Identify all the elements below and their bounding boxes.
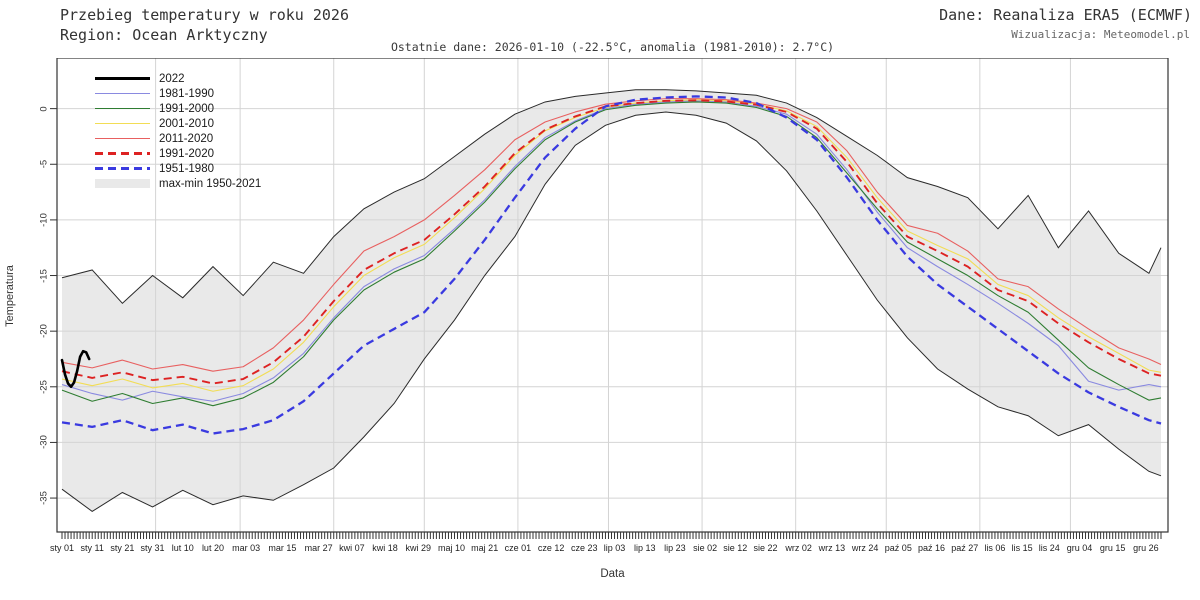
y-tick-label: -35 [38, 491, 50, 505]
x-tick-label: maj 10 [437, 543, 465, 553]
legend-item-2022: 2022 [95, 71, 261, 86]
band-swatch-icon [95, 179, 150, 188]
x-tick-label: lip 13 [633, 543, 656, 553]
legend-label: 2001-2010 [159, 117, 214, 130]
line-swatch-icon [95, 92, 150, 95]
chart-legend: 2022 1981-1990 1991-2000 2001-2010 2011-2020… [95, 71, 261, 191]
last-data-subtitle: Ostatnie dane: 2026-01-10 (-22.5°C, anom… [390, 40, 835, 54]
legend-label: 1991-2000 [159, 102, 214, 115]
region-subtitle: Region: Ocean Arktyczny [60, 26, 268, 44]
x-tick-label: wrz 24 [851, 543, 879, 553]
x-tick-label: cze 12 [537, 543, 565, 553]
x-tick-label: gru 15 [1099, 543, 1126, 553]
legend-item-2011-2020: 2011-2020 [95, 131, 261, 146]
line-swatch-icon [95, 77, 150, 80]
y-tick-label: -5 [38, 160, 50, 169]
line-swatch-icon [95, 152, 150, 155]
y-tick-label: -30 [38, 435, 50, 450]
y-tick-label: -10 [38, 213, 50, 227]
y-tick-label: 0 [38, 105, 50, 112]
x-tick-label: mar 03 [232, 543, 261, 553]
y-axis-title: Temperatura [4, 265, 16, 327]
x-tick-label: maj 21 [471, 543, 499, 553]
plot-area [50, 58, 1169, 539]
legend-item-1951-1980: 1951-1980 [95, 161, 261, 176]
series-line-2022 [60, 349, 91, 389]
legend-label: 1951-1980 [159, 162, 214, 175]
line-swatch-icon [95, 137, 150, 140]
x-tick-label: kwi 29 [405, 543, 432, 553]
x-tick-label: wrz 13 [818, 543, 846, 553]
x-tick-label: mar 15 [268, 543, 297, 553]
x-tick-label: sty 01 [49, 543, 75, 553]
page-title: Przebieg temperatury w roku 2026 [60, 6, 349, 24]
x-tick-label: sie 22 [753, 543, 778, 553]
data-source-label: Dane: Reanaliza ERA5 (ECMWF) [939, 6, 1192, 24]
x-tick-label: cze 23 [571, 543, 598, 553]
series-line-1981-1990 [61, 100, 1162, 402]
plot-frame [56, 58, 1169, 533]
x-tick-label: lut 20 [201, 543, 224, 553]
x-tick-label: wrz 02 [785, 543, 812, 553]
band-lower-edge [61, 111, 1162, 513]
x-tick-label: mar 27 [304, 543, 333, 553]
series-line-1951-1980 [61, 95, 1162, 435]
band-upper-edge [61, 89, 1162, 305]
x-tick-label: paź 27 [951, 543, 979, 553]
legend-label: max-min 1950-2021 [159, 177, 262, 190]
x-tick-label: paź 05 [884, 543, 912, 553]
legend-item-1991-2000: 1991-2000 [95, 101, 261, 116]
legend-label: 2011-2020 [159, 132, 214, 145]
x-tick-label: sty 31 [140, 543, 165, 553]
legend-item-max-min 1950-2021: max-min 1950-2021 [95, 176, 261, 191]
legend-item-1991-2020: 1991-2020 [95, 146, 261, 161]
x-tick-label: lip 03 [603, 543, 626, 553]
line-swatch-icon [95, 167, 150, 170]
line-swatch-icon [95, 122, 150, 125]
x-tick-label: gru 04 [1066, 543, 1093, 553]
legend-label: 1991-2020 [159, 147, 214, 160]
x-axis-title: Data [600, 568, 625, 580]
legend-label: 1981-1990 [159, 87, 214, 100]
y-tick-label: -20 [38, 324, 50, 339]
x-tick-label: gru 26 [1133, 543, 1159, 553]
x-tick-label: lut 10 [171, 543, 194, 553]
x-tick-label: lis 15 [1011, 543, 1033, 553]
line-swatch-icon [95, 107, 150, 110]
series-line-1991-2000 [61, 101, 1162, 407]
x-tick-label: sty 21 [110, 543, 135, 553]
legend-item-2001-2010: 2001-2010 [95, 116, 261, 131]
x-tick-label: paź 16 [918, 543, 946, 553]
x-tick-label: sie 12 [723, 543, 748, 553]
x-tick-label: kwi 18 [372, 543, 398, 553]
x-tick-label: lip 23 [664, 543, 686, 553]
x-tick-label: sty 11 [80, 543, 104, 553]
x-tick-label: sie 02 [693, 543, 718, 553]
y-tick-label: -25 [38, 379, 50, 394]
legend-item-1981-1990: 1981-1990 [95, 86, 261, 101]
x-tick-label: lis 24 [1038, 543, 1060, 553]
x-tick-label: kwi 07 [339, 543, 365, 553]
visualization-credit: Wizualizacja: Meteomodel.pl [1011, 28, 1190, 41]
x-tick-label: cze 01 [504, 543, 532, 553]
series-line-2001-2010 [61, 99, 1162, 392]
legend-label: 2022 [159, 72, 185, 85]
x-tick-label: lis 06 [984, 543, 1006, 553]
y-tick-label: -15 [38, 268, 50, 283]
